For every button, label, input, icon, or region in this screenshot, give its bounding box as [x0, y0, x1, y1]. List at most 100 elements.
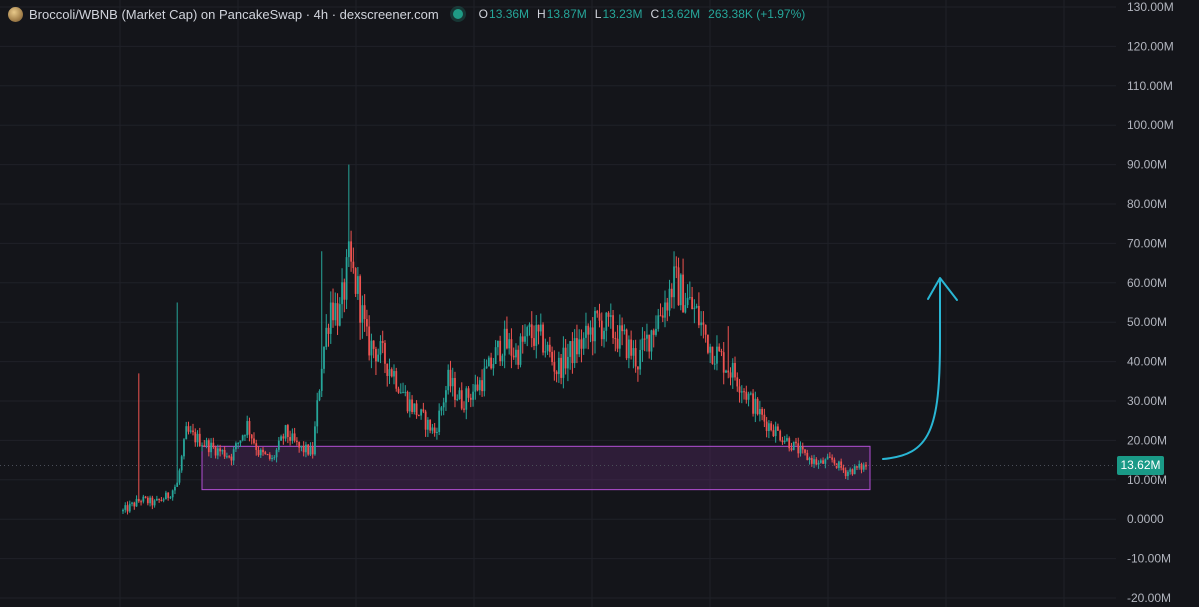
- candle-body: [359, 276, 362, 323]
- candle-body: [250, 434, 253, 439]
- candle-body: [591, 327, 594, 342]
- candle-body: [659, 315, 662, 317]
- projection-arrow-head: [927, 277, 958, 301]
- y-tick-label: 10.00M: [1127, 473, 1167, 487]
- candle-body: [736, 377, 739, 387]
- candle-body: [302, 445, 305, 453]
- candle-body: [576, 338, 578, 355]
- candle-body: [433, 427, 436, 433]
- candle-body: [752, 393, 754, 414]
- candle-body: [639, 349, 642, 370]
- candle-body: [772, 430, 775, 437]
- candle-body: [695, 305, 698, 308]
- candle-body: [431, 427, 434, 431]
- candle-body: [253, 438, 255, 444]
- candle-body: [180, 456, 183, 471]
- candle-body: [442, 402, 445, 408]
- candle-body: [512, 355, 515, 358]
- candle-body: [316, 400, 319, 427]
- candle-body: [341, 282, 343, 305]
- candle-body: [187, 426, 190, 432]
- candle-body: [327, 327, 330, 334]
- candle-body: [185, 426, 188, 440]
- candle-body: [684, 305, 687, 313]
- candle-body: [865, 464, 867, 467]
- candle-body: [436, 432, 438, 434]
- candle-body: [485, 366, 488, 369]
- y-tick-label: 130.00M: [1127, 0, 1174, 14]
- ohlc-close-value: 13.62M: [660, 7, 701, 21]
- candle-body: [603, 330, 605, 340]
- y-tick-label: 80.00M: [1127, 197, 1167, 211]
- y-tick-label: 30.00M: [1127, 394, 1167, 408]
- candle-body: [225, 456, 228, 458]
- candle-body: [754, 398, 757, 414]
- candle-body: [756, 398, 759, 415]
- candle-body: [354, 268, 357, 294]
- candle-body: [171, 490, 174, 498]
- candle-body: [463, 408, 465, 410]
- candle-body: [467, 388, 470, 398]
- candle-body: [815, 459, 818, 465]
- candle-body: [801, 446, 804, 450]
- candle-body: [697, 305, 700, 326]
- candle-body: [262, 449, 264, 453]
- candle-body: [271, 457, 273, 459]
- candle-body: [596, 310, 599, 314]
- candle-body: [295, 440, 298, 442]
- candle-body: [388, 369, 391, 376]
- candle-body: [668, 288, 671, 311]
- candle-body: [411, 399, 413, 413]
- candle-body: [725, 370, 727, 373]
- candle-body: [275, 449, 278, 458]
- candle-body: [856, 466, 858, 468]
- candle-body: [440, 407, 443, 411]
- y-tick-label: 120.00M: [1127, 39, 1174, 53]
- candle-body: [169, 497, 172, 499]
- candle-body: [503, 328, 506, 356]
- y-tick-label: 40.00M: [1127, 355, 1167, 369]
- candle-body: [370, 340, 373, 356]
- candle-body: [155, 498, 158, 501]
- candle-body: [806, 452, 809, 460]
- candle-body: [623, 329, 626, 332]
- candle-body: [652, 330, 655, 335]
- candle-body: [795, 441, 797, 444]
- candle-body: [456, 399, 459, 401]
- candle-body: [860, 464, 863, 470]
- candle-body: [566, 356, 569, 369]
- candle-body: [537, 324, 540, 332]
- candle-body: [149, 497, 152, 504]
- candle-body: [214, 447, 217, 456]
- candle-body: [408, 399, 411, 412]
- candle-body: [126, 505, 129, 512]
- candle-body: [307, 444, 310, 455]
- candle-body: [424, 411, 427, 430]
- ohlc-close-key: C: [650, 7, 660, 21]
- price-change: 263.38K (+1.97%): [708, 7, 806, 21]
- candle-body: [765, 421, 768, 432]
- candle-body: [551, 351, 553, 363]
- candle-body: [655, 328, 657, 335]
- candle-body: [691, 297, 694, 310]
- candle-body: [535, 324, 538, 346]
- candle-body: [700, 322, 703, 326]
- candle-body: [460, 390, 463, 409]
- y-tick-label: 60.00M: [1127, 276, 1167, 290]
- candle-body: [176, 482, 179, 487]
- candle-body: [255, 443, 258, 450]
- candle-body: [384, 342, 386, 364]
- candle-body: [819, 460, 822, 463]
- candle-body: [612, 315, 614, 339]
- candle-body: [763, 414, 766, 422]
- candle-body: [205, 440, 208, 446]
- candle-body: [395, 371, 398, 389]
- candle-body: [560, 357, 563, 378]
- candle-body: [481, 380, 483, 392]
- candle-body: [837, 461, 840, 468]
- candle-body: [648, 334, 651, 352]
- candle-body: [749, 393, 752, 395]
- candle-body: [381, 341, 384, 343]
